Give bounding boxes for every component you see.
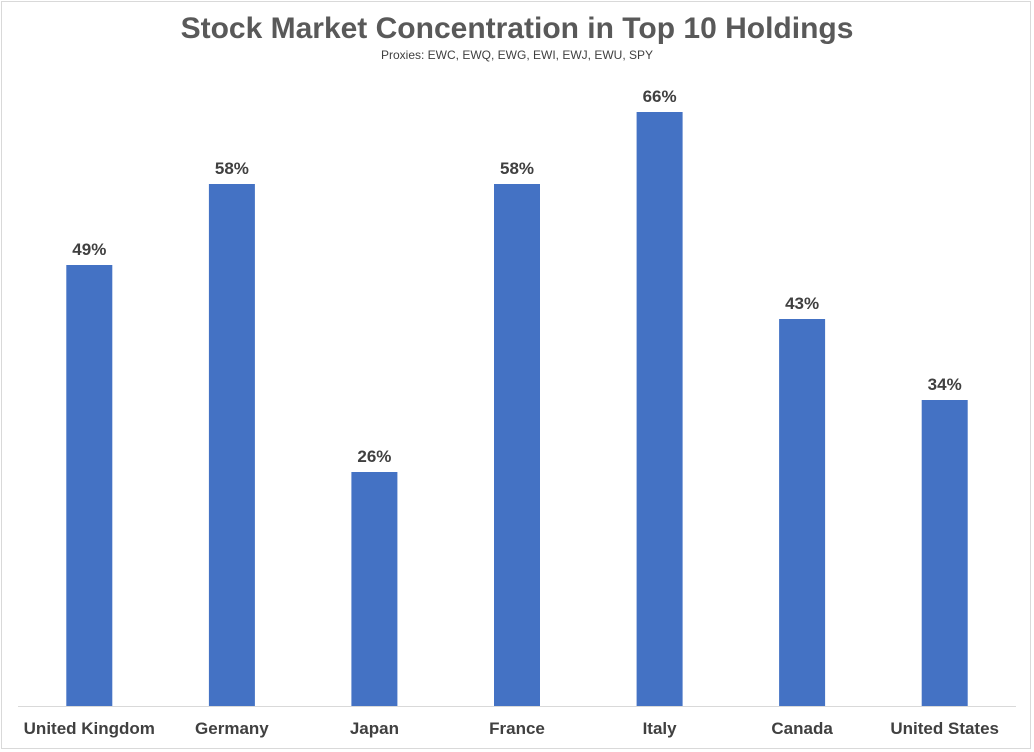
bar-germany [208, 184, 255, 706]
data-label-canada: 43% [785, 294, 819, 313]
bar-japan [351, 472, 398, 706]
data-label-japan: 26% [357, 447, 391, 466]
x-tick-label-france: France [489, 719, 545, 738]
data-label-france: 58% [500, 159, 534, 178]
bar-canada [779, 319, 826, 706]
x-tick-label-germany: Germany [195, 719, 269, 738]
bar-united-states [921, 400, 968, 706]
bars-group [66, 112, 968, 706]
chart-title: Stock Market Concentration in Top 10 Hol… [180, 12, 854, 45]
x-tick-label-japan: Japan [350, 719, 399, 738]
data-label-italy: 66% [643, 87, 677, 106]
bar-france [494, 184, 540, 706]
chart-subtitle: Proxies: EWC, EWQ, EWG, EWI, EWJ, EWU, S… [380, 48, 653, 62]
data-label-germany: 58% [215, 159, 249, 178]
bar-italy [636, 112, 683, 706]
x-tick-label-united-kingdom: United Kingdom [24, 719, 155, 738]
x-tick-label-italy: Italy [643, 719, 678, 738]
data-label-united-states: 34% [928, 375, 962, 394]
x-tick-label-canada: Canada [771, 719, 833, 738]
data-labels-group: 49% 58% 26% 58% 66% 43% 34% [72, 87, 961, 466]
data-label-united-kingdom: 49% [72, 240, 106, 259]
x-tick-labels-group: United Kingdom Germany Japan France Italy Can… [24, 719, 999, 738]
x-tick-label-united-states: United States [890, 719, 999, 738]
bar-united-kingdom [66, 265, 113, 706]
